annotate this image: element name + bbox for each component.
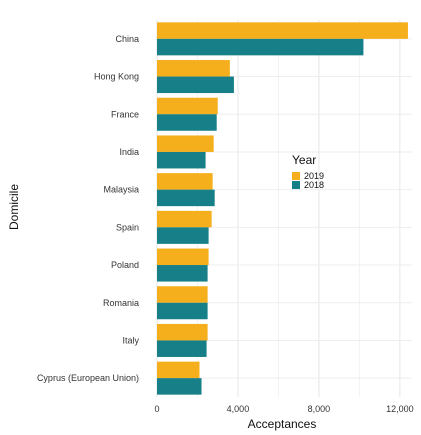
x-tick-label: 12,000 [386,404,414,414]
y-tick-label: France [111,109,139,119]
y-tick-label: India [119,147,139,157]
bar-2019 [157,60,230,77]
legend-swatch-2019 [292,172,300,180]
y-tick-label: Romania [103,298,139,308]
legend: Year 2019 2018 [292,153,324,190]
bar-2018 [157,189,215,207]
bar-2018 [157,265,208,282]
bar-2019 [157,361,200,379]
bar-2019 [157,135,214,152]
y-tick-label: Malaysia [103,185,139,195]
y-tick-label: Italy [122,335,139,345]
bar-2019 [157,286,208,303]
bar-2018 [157,38,364,56]
bar-2019 [157,97,218,115]
bar-2018 [157,340,207,357]
y-axis-title: Domicile [7,184,21,230]
y-tick-label: Spain [116,222,139,232]
bar-2018 [157,227,209,244]
bar-2019 [157,323,208,341]
bar-2019 [157,210,212,228]
legend-label-2018: 2018 [304,180,324,190]
bar-2019 [157,22,408,39]
x-tick-label: 4,000 [227,404,250,414]
bar-2018 [157,114,217,131]
y-tick-labels: China Hong Kong France India Malaysia Spain Po… [37,34,140,383]
bar-2018 [157,151,206,169]
y-tick-label: Poland [111,260,139,270]
legend-swatch-2018 [292,181,300,189]
bar-2019 [157,248,209,266]
y-tick-label: Hong Kong [94,72,139,82]
y-tick-label: Cyprus (European Union) [37,373,139,383]
bar-2018 [157,378,202,395]
bar-2018 [157,76,234,94]
legend-title: Year [292,153,316,167]
y-tick-label: China [115,34,139,44]
legend-label-2019: 2019 [304,171,324,181]
x-tick-label: 8,000 [308,404,331,414]
bar-2019 [157,173,213,190]
bar-2018 [157,302,208,320]
x-axis-title: Acceptances [248,417,317,431]
bars [157,22,408,395]
x-tick-label: 0 [154,404,159,414]
x-tick-labels: 0 4,000 8,000 12,000 [154,404,413,414]
